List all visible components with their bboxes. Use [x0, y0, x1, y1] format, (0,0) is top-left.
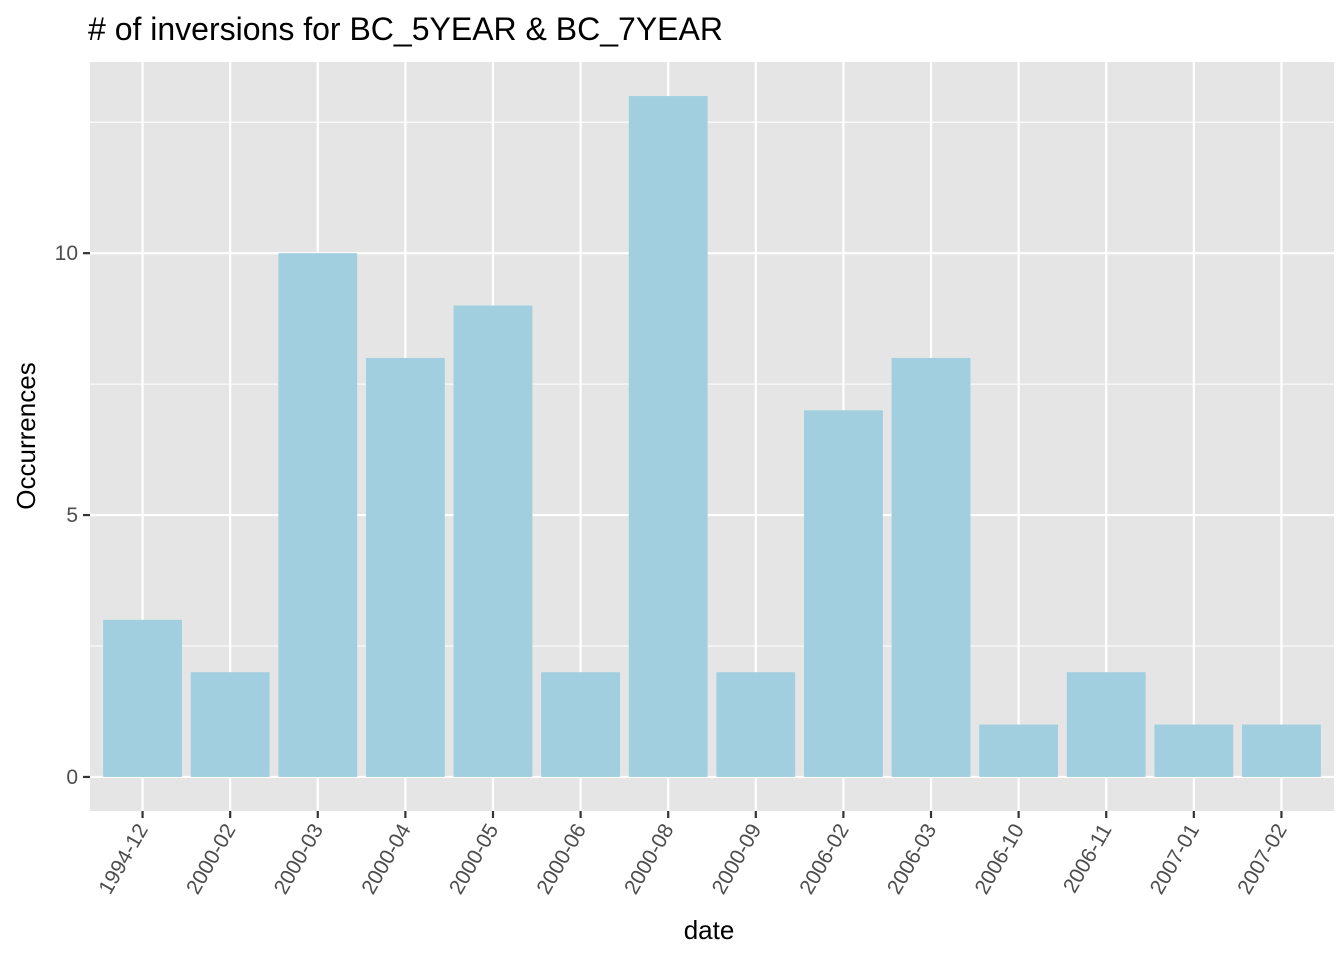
x-tick-label: 2006-03 — [883, 820, 941, 898]
y-tick-label: 10 — [55, 242, 78, 265]
bar — [278, 253, 358, 777]
bar — [190, 672, 270, 777]
x-tick-label: 2000-09 — [708, 820, 766, 898]
x-tick-label: 2000-06 — [532, 820, 590, 898]
bar — [103, 619, 182, 777]
x-tick-label: 2006-11 — [1059, 820, 1117, 897]
x-tick-label: 2006-02 — [795, 820, 853, 898]
chart-title: # of inversions for BC_5YEAR & BC_7YEAR — [88, 11, 723, 47]
x-tick-label: 2000-03 — [270, 820, 328, 898]
x-tick-label: 1994-12 — [94, 820, 152, 898]
x-tick-label: 2007-02 — [1233, 820, 1291, 898]
y-axis: 0 5 10 — [55, 242, 90, 789]
bar — [1154, 724, 1234, 777]
bar — [453, 305, 533, 777]
bar — [1242, 724, 1321, 777]
plot-panel — [90, 62, 1334, 811]
bar — [541, 672, 621, 777]
y-tick-label: 0 — [66, 766, 78, 789]
y-axis-title: Occurrences — [11, 362, 41, 509]
x-axis-title: date — [684, 915, 735, 945]
x-tick-label: 2000-04 — [357, 820, 416, 899]
bar — [979, 724, 1059, 777]
bar — [803, 410, 883, 777]
bar — [365, 357, 445, 777]
bar — [1066, 672, 1146, 777]
y-tick-label: 5 — [66, 504, 78, 527]
x-tick-label: 2006-10 — [970, 820, 1028, 898]
x-tick-label: 2007-01 — [1146, 820, 1204, 898]
x-tick-label: 2000-02 — [182, 820, 240, 898]
x-tick-label: 2000-05 — [445, 820, 503, 898]
bars — [103, 96, 1321, 777]
x-axis: 1994-12 2000-02 2000-03 2000-04 2000-05 2000-… — [94, 811, 1292, 899]
bar — [891, 357, 971, 777]
bar — [628, 96, 708, 777]
x-tick-label: 2000-08 — [620, 820, 678, 898]
bar — [716, 672, 796, 777]
